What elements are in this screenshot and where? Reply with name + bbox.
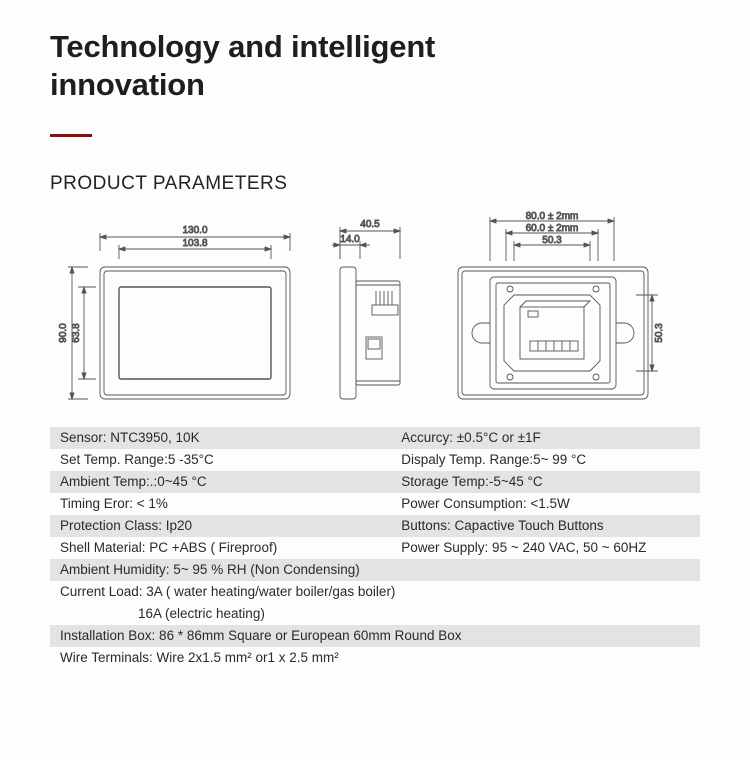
- param-row: Set Temp. Range:5 -35°CDispaly Temp. Ran…: [50, 449, 700, 471]
- page-title: Technology and intelligent innovation: [50, 28, 700, 104]
- param-left: Ambient Temp:.:0~45 °C: [60, 475, 401, 489]
- param-full: Wire Terminals: Wire 2x1.5 mm² or1 x 2.5…: [60, 651, 692, 665]
- param-left: Set Temp. Range:5 -35°C: [60, 453, 401, 467]
- param-full-indent: 16A (electric heating): [60, 607, 692, 621]
- param-row: 16A (electric heating): [50, 603, 700, 625]
- drawing-front: 130.0 103.8 90.0 63.8: [56, 211, 308, 411]
- param-left: Protection Class: Ip20: [60, 519, 401, 533]
- param-right: Accurcy: ±0.5°C or ±1F: [401, 431, 692, 445]
- parameter-table: Sensor: NTC3950, 10KAccurcy: ±0.5°C or ±…: [50, 427, 700, 669]
- param-row: Shell Material: PC +ABS ( Fireproof)Powe…: [50, 537, 700, 559]
- drawing-back: 80.0 ± 2mm 60.0 ± 2mm 50.3 50.3: [436, 211, 674, 411]
- param-right: Storage Temp:-5~45 °C: [401, 475, 692, 489]
- dim-back-w-inner: 50.3: [542, 235, 562, 246]
- dim-front-width-inner: 103.8: [182, 238, 207, 249]
- param-right: Dispaly Temp. Range:5~ 99 °C: [401, 453, 692, 467]
- param-row: Wire Terminals: Wire 2x1.5 mm² or1 x 2.5…: [50, 647, 700, 669]
- section-header: PRODUCT PARAMETERS: [50, 173, 700, 195]
- param-full: Installation Box: 86 * 86mm Square or Eu…: [60, 629, 692, 643]
- param-left: Timing Eror: < 1%: [60, 497, 401, 511]
- param-row: Ambient Temp:.:0~45 °CStorage Temp:-5~45…: [50, 471, 700, 493]
- param-right: Power Consumption: <1.5W: [401, 497, 692, 511]
- param-left: Shell Material: PC +ABS ( Fireproof): [60, 541, 401, 555]
- title-line-1: Technology and intelligent: [50, 29, 435, 64]
- dim-front-height-outer: 90.0: [58, 322, 69, 342]
- param-row: Installation Box: 86 * 86mm Square or Eu…: [50, 625, 700, 647]
- drawing-side: 40.5 14.0: [322, 211, 422, 411]
- param-row: Current Load: 3A ( water heating/water b…: [50, 581, 700, 603]
- technical-drawings: 130.0 103.8 90.0 63.8: [50, 211, 700, 411]
- param-row: Ambient Humidity: 5~ 95 % RH (Non Conden…: [50, 559, 700, 581]
- param-row: Protection Class: Ip20Buttons: Capactive…: [50, 515, 700, 537]
- dim-side-depth: 40.5: [360, 219, 380, 230]
- dim-back-w-outer: 80.0 ± 2mm: [526, 211, 579, 222]
- title-line-2: innovation: [50, 67, 205, 102]
- param-row: Timing Eror: < 1%Power Consumption: <1.5…: [50, 493, 700, 515]
- param-right: Power Supply: 95 ~ 240 VAC, 50 ~ 60HZ: [401, 541, 692, 555]
- dim-back-w-mid: 60.0 ± 2mm: [526, 223, 579, 234]
- param-full: Ambient Humidity: 5~ 95 % RH (Non Conden…: [60, 563, 692, 577]
- dim-side-depth-inner: 14.0: [340, 234, 360, 245]
- param-left: Sensor: NTC3950, 10K: [60, 431, 401, 445]
- dim-front-width-outer: 130.0: [182, 225, 207, 236]
- title-underline: [50, 134, 92, 137]
- dim-back-h-inner: 50.3: [654, 322, 665, 342]
- param-right: Buttons: Capactive Touch Buttons: [401, 519, 692, 533]
- param-row: Sensor: NTC3950, 10KAccurcy: ±0.5°C or ±…: [50, 427, 700, 449]
- param-full: Current Load: 3A ( water heating/water b…: [60, 585, 692, 599]
- dim-front-height-inner: 63.8: [71, 322, 82, 342]
